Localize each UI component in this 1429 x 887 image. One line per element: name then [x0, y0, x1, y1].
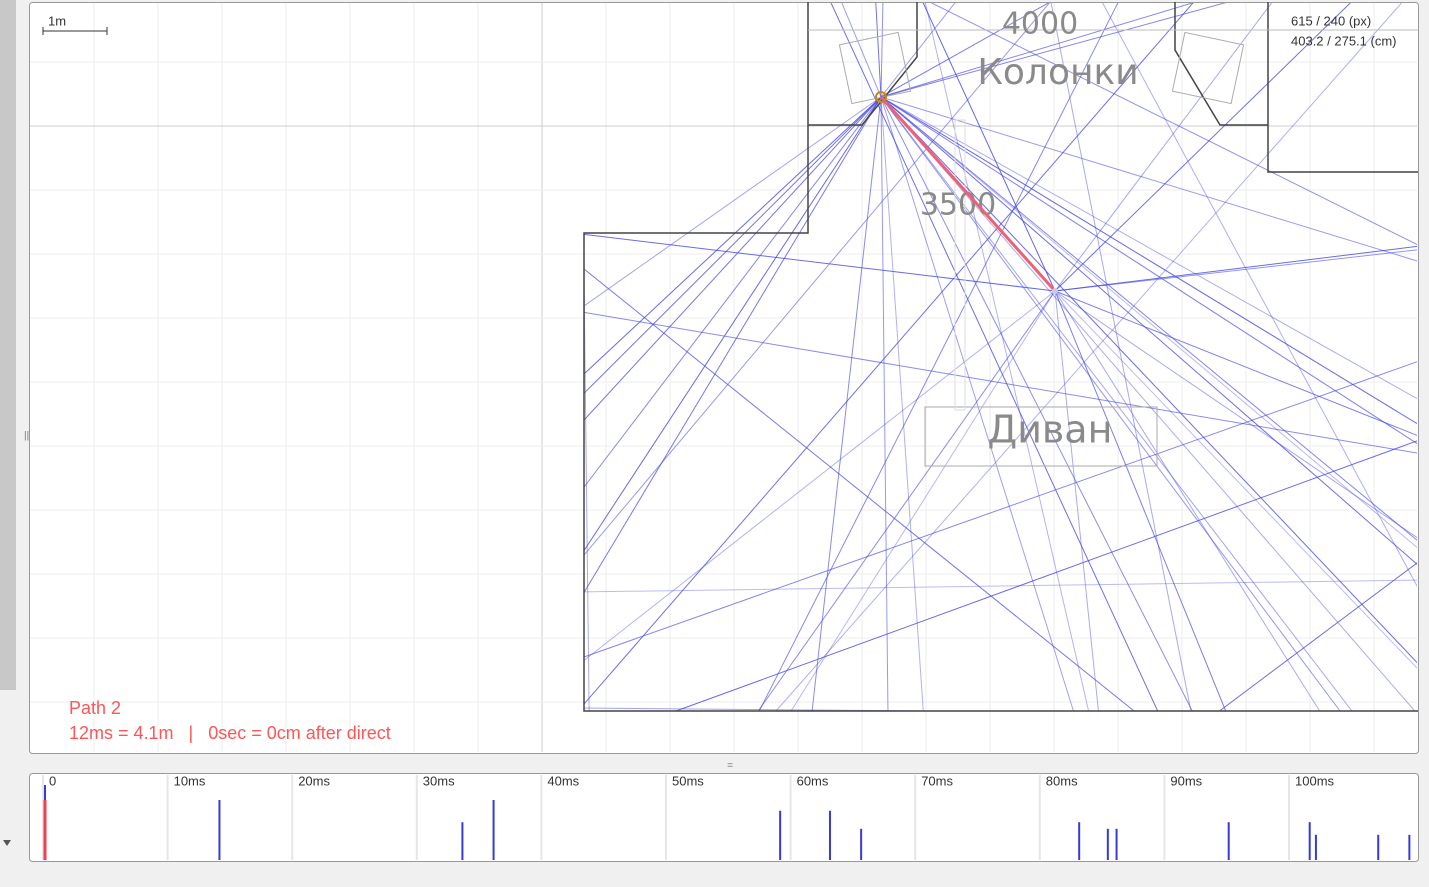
ray [880, 96, 1193, 712]
ray [880, 96, 1416, 712]
tick-label: 40ms [547, 773, 579, 788]
splitter-handle[interactable]: || [24, 431, 29, 442]
ray [1054, 3, 1351, 292]
tick-label: 80ms [1046, 773, 1078, 788]
ray [757, 290, 1056, 712]
splitter-handle[interactable]: = [727, 761, 733, 772]
ray [875, 3, 882, 98]
ray [583, 96, 882, 307]
ray [811, 96, 882, 712]
ray [880, 96, 1417, 400]
ray [1054, 290, 1321, 712]
tick-label: 60ms [797, 773, 829, 788]
scale-label: 1m [48, 13, 66, 28]
ray [880, 96, 1074, 712]
ray [583, 96, 882, 375]
ray [880, 96, 1417, 565]
room-label: Колонки [977, 52, 1138, 93]
tick-label: 100ms [1295, 773, 1335, 788]
listener[interactable] [1052, 288, 1058, 294]
ray [583, 311, 1417, 454]
ray [880, 96, 1417, 541]
ray [880, 96, 1341, 712]
tick-label: 30ms [423, 773, 455, 788]
ray [583, 96, 882, 551]
ray [1054, 290, 1417, 539]
room-canvas[interactable] [29, 2, 1419, 754]
ray [880, 96, 1417, 664]
ray [880, 96, 1417, 425]
ray [924, 3, 1090, 712]
ray [1219, 562, 1417, 712]
selected-path [879, 95, 1057, 293]
ray [1102, 3, 1417, 587]
ray [930, 3, 1417, 246]
ray [880, 96, 924, 712]
tick-label: 90ms [1170, 773, 1202, 788]
ray [880, 96, 1417, 445]
ray [1054, 249, 1417, 292]
timeline[interactable] [29, 773, 1419, 862]
ray [880, 96, 1417, 262]
ray [583, 290, 1056, 661]
ray [880, 3, 884, 98]
tick-label: 0 [49, 773, 56, 788]
ray [583, 579, 1417, 593]
ray [830, 3, 1159, 712]
room-label: Диван [988, 408, 1113, 452]
ray [583, 96, 882, 488]
ray [841, 3, 882, 98]
ray [922, 3, 1056, 292]
ray [758, 3, 1119, 712]
ray [1054, 245, 1417, 292]
ray [583, 276, 590, 712]
ray [880, 3, 956, 98]
room-label: 4000 [1002, 7, 1078, 42]
ray [1054, 290, 1227, 712]
path-details: 12ms = 4.1m | 0sec = 0cm after direct [69, 723, 391, 743]
room-label: 3500 [920, 188, 996, 223]
coords-px: 615 / 240 (px) [1291, 13, 1371, 28]
ray [1054, 290, 1099, 712]
scrollbar[interactable] [0, 0, 16, 690]
tick-label: 20ms [298, 773, 330, 788]
walls [583, 2, 1418, 712]
ray [675, 440, 1417, 712]
tick-label: 10ms [174, 773, 206, 788]
ray [880, 3, 1050, 98]
ray [1054, 3, 1273, 292]
ray [583, 96, 882, 421]
ray [1050, 3, 1192, 712]
ray [583, 268, 1135, 712]
ray [583, 96, 882, 593]
speaker-source[interactable] [875, 91, 887, 103]
ray [583, 96, 882, 394]
coords-cm: 403.2 / 275.1 (cm) [1291, 33, 1397, 48]
ray [583, 361, 1417, 658]
ray [880, 3, 1227, 98]
ray [583, 3, 1050, 556]
ray [1054, 290, 1417, 436]
tick-label: 70ms [921, 773, 953, 788]
scroll-arrow[interactable] [3, 840, 11, 846]
scale-bar [42, 27, 108, 35]
path-title: Path 2 [69, 698, 121, 718]
ray [775, 3, 1403, 712]
tick-label: 50ms [672, 773, 704, 788]
ray [880, 3, 1194, 98]
ray [583, 3, 1194, 705]
ray [1054, 290, 1417, 669]
ray [880, 96, 889, 712]
ray [790, 290, 1056, 712]
ray [880, 96, 1353, 712]
